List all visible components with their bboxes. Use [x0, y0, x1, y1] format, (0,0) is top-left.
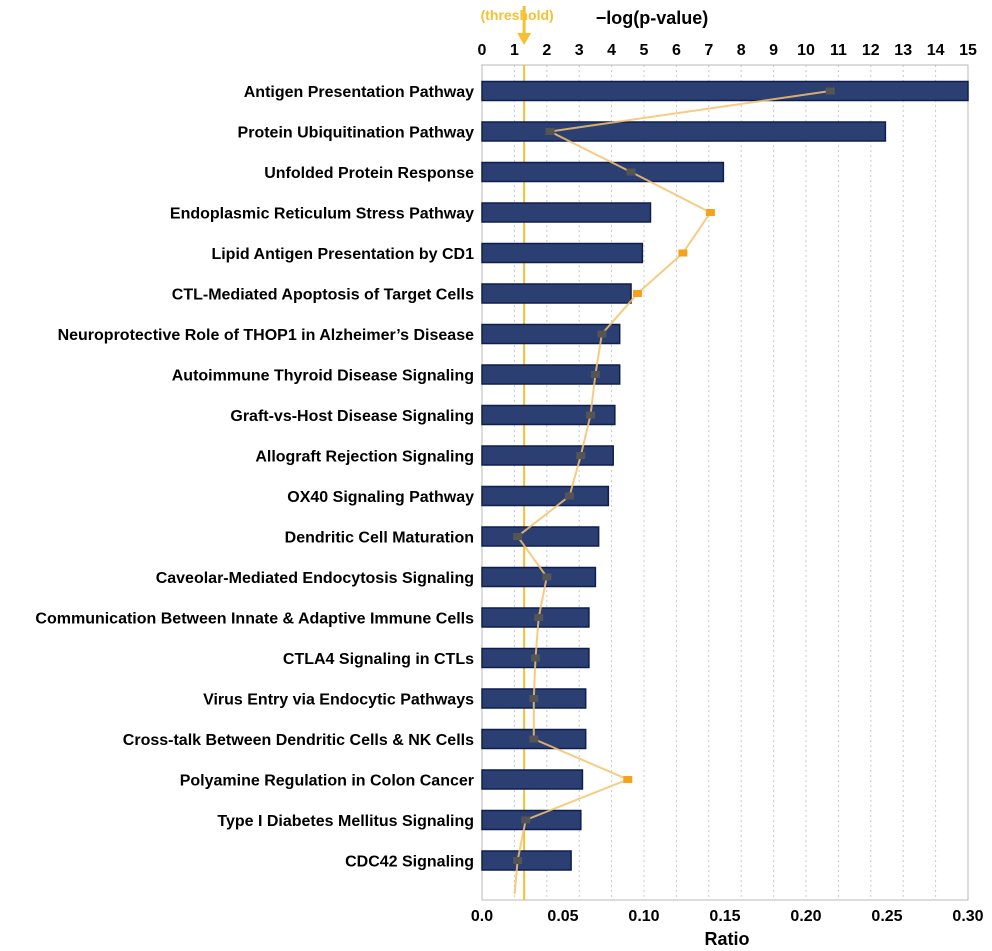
- top-axis: 0 1 2 3 4 5 6 7 8 9 10 11 12 13 14 15: [478, 42, 977, 59]
- category-label: Endoplasmic Reticulum Stress Pathway: [170, 206, 474, 223]
- bar: [481, 202, 652, 223]
- ratio-point: [586, 411, 596, 419]
- category-label: CDC42 Signaling: [345, 854, 474, 871]
- bottom-tick-label: 0.0: [471, 908, 493, 925]
- ratio-point: [590, 371, 600, 378]
- ratio-point: [825, 87, 835, 95]
- ratio-point: [534, 614, 544, 621]
- bar: [481, 161, 725, 183]
- bar: [481, 566, 597, 588]
- bar: [481, 809, 582, 831]
- category-label: Communication Between Innate & Adaptive …: [35, 611, 474, 628]
- category-label: Antigen Presentation Pathway: [244, 84, 474, 101]
- ratio-line: [513, 87, 835, 895]
- bar: [481, 485, 610, 507]
- ratio-point: [705, 209, 715, 216]
- category-label: Allograft Rejection Signaling: [255, 449, 474, 466]
- bottom-axis: 0.0 0.05 0.10 0.15 0.20 0.25 0.30: [471, 908, 984, 925]
- top-tick-label: 12: [862, 42, 880, 59]
- ratio-point: [564, 492, 574, 500]
- category-label: Virus Entry via Endocytic Pathways: [203, 692, 474, 709]
- ratio-point: [513, 857, 523, 864]
- top-axis-title: −log(p-value): [596, 8, 709, 28]
- bar: [481, 121, 887, 142]
- category-label: Lipid Antigen Presentation by CD1: [211, 246, 474, 263]
- bar: [481, 364, 621, 385]
- ratio-point: [521, 816, 531, 824]
- threshold-label: (threshold): [481, 7, 554, 23]
- top-tick-label: 0: [478, 42, 487, 59]
- category-label: CTL-Mediated Apoptosis of Target Cells: [172, 287, 474, 304]
- category-label: CTLA4 Signaling in CTLs: [283, 651, 474, 668]
- bar: [481, 850, 572, 871]
- top-tick-label: 8: [737, 42, 746, 59]
- plot-frame: [481, 64, 969, 901]
- top-tick-label: 5: [640, 42, 649, 59]
- top-tick-label: 9: [769, 42, 778, 59]
- bar: [481, 769, 584, 790]
- threshold-arrow-icon: [517, 33, 532, 45]
- top-tick-label: 11: [830, 42, 847, 59]
- ratio-point: [678, 249, 688, 257]
- bar: [481, 283, 632, 304]
- bar: [481, 445, 614, 466]
- top-tick-label: 1: [510, 42, 519, 59]
- category-label: Graft-vs-Host Disease Signaling: [230, 408, 474, 425]
- category-label: Type I Diabetes Mellitus Signaling: [217, 813, 474, 830]
- ratio-point: [513, 533, 523, 540]
- bar: [481, 242, 644, 264]
- top-tick-label: 4: [607, 42, 616, 59]
- category-label: Protein Ubiquitination Pathway: [238, 125, 475, 142]
- category-label: Unfolded Protein Response: [264, 165, 474, 182]
- top-tick-label: 10: [797, 42, 815, 59]
- top-tick-label: 14: [927, 42, 945, 59]
- bottom-tick-label: 0.25: [871, 908, 902, 925]
- bottom-tick-label: 0.05: [547, 908, 578, 925]
- ratio-point: [626, 168, 636, 176]
- top-tick-label: 2: [542, 42, 551, 59]
- category-label: Caveolar-Mediated Endocytosis Signaling: [156, 570, 474, 587]
- category-label: Dendritic Cell Maturation: [285, 530, 474, 547]
- bottom-axis-title: Ratio: [705, 929, 750, 949]
- ratio-point: [530, 654, 540, 662]
- ratio-point: [576, 452, 586, 459]
- top-tick-label: 13: [894, 42, 912, 59]
- ratio-point: [529, 735, 539, 743]
- bar: [481, 526, 600, 547]
- bottom-tick-label: 0.30: [952, 908, 983, 925]
- bar: [481, 404, 616, 426]
- bottom-tick-label: 0.20: [790, 908, 821, 925]
- top-tick-label: 7: [704, 42, 713, 59]
- ratio-point: [529, 695, 539, 702]
- category-label: Cross-talk Between Dendritic Cells & NK …: [123, 732, 474, 749]
- ratio-point: [597, 330, 607, 338]
- top-tick-label: 6: [672, 42, 681, 59]
- bars: [481, 80, 969, 871]
- ratio-point: [633, 290, 643, 297]
- ratio-point: [545, 128, 555, 135]
- bar: [481, 323, 621, 345]
- bar: [481, 80, 969, 102]
- bottom-tick-label: 0.10: [628, 908, 659, 925]
- category-label: Neuroprotective Role of THOP1 in Alzheim…: [58, 327, 475, 344]
- category-label: Polyamine Regulation in Colon Cancer: [180, 773, 474, 790]
- bottom-tick-label: 0.15: [709, 908, 740, 925]
- ratio-point: [623, 776, 633, 783]
- category-label: OX40 Signaling Pathway: [287, 489, 474, 506]
- top-tick-label: 15: [959, 42, 977, 59]
- category-label: Autoimmune Thyroid Disease Signaling: [172, 368, 474, 385]
- ratio-point: [542, 573, 552, 581]
- top-tick-label: 3: [575, 42, 584, 59]
- category-labels: Antigen Presentation Pathway Protein Ubiq…: [35, 84, 474, 871]
